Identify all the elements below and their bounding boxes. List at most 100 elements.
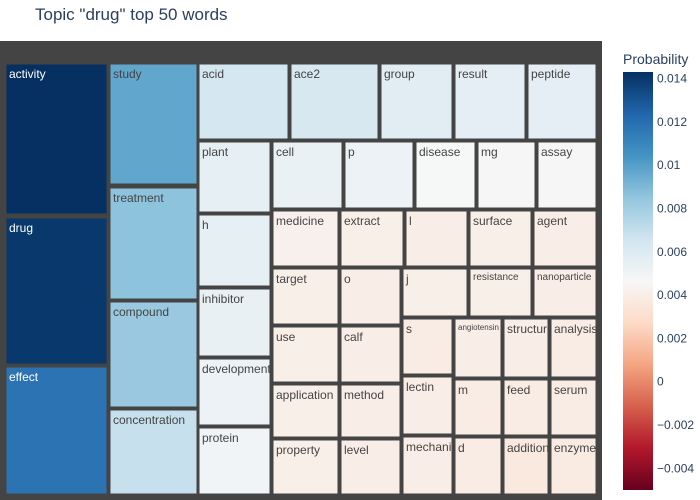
- treemap-cell-label: extract: [344, 214, 381, 228]
- treemap-cell-label: plant: [202, 145, 229, 159]
- treemap-cell-result[interactable]: [454, 63, 526, 140]
- treemap-cell-level[interactable]: [340, 439, 401, 495]
- treemap-cell-mg[interactable]: [477, 141, 536, 209]
- treemap-cell-label: nanoparticle: [537, 272, 592, 283]
- treemap-cell-l[interactable]: [405, 210, 468, 267]
- treemap-cell-label: drug: [9, 221, 33, 235]
- treemap-cell-p[interactable]: [344, 141, 414, 209]
- treemap-cell-label: assay: [541, 145, 572, 159]
- colorbar-tick-label: 0.006: [657, 245, 687, 259]
- treemap-cell-concentration[interactable]: [109, 409, 198, 495]
- treemap-cell-label: s: [406, 322, 412, 336]
- treemap-cell-label: level: [344, 443, 369, 457]
- treemap-cell-cell[interactable]: [272, 141, 343, 209]
- treemap-cell-label: ace2: [294, 67, 320, 81]
- treemap-cell-serum[interactable]: [550, 379, 597, 436]
- treemap-cell-nanoparticle[interactable]: [533, 268, 597, 317]
- treemap-cell-label: p: [348, 145, 355, 159]
- treemap-cell-peptide[interactable]: [527, 63, 597, 140]
- treemap-cell-assay[interactable]: [537, 141, 597, 209]
- treemap-cell-feed[interactable]: [503, 379, 549, 436]
- treemap-cell-label: angiotensin: [458, 323, 499, 332]
- treemap-cell-label: structure: [507, 322, 554, 336]
- treemap-cell-effect[interactable]: [5, 366, 108, 495]
- treemap-cell-activity[interactable]: [5, 63, 108, 215]
- treemap-cell-enzyme[interactable]: [550, 437, 597, 495]
- treemap-cell-j[interactable]: [402, 268, 468, 317]
- treemap-cell-extract[interactable]: [340, 210, 404, 267]
- treemap-cell-label: serum: [554, 383, 587, 397]
- treemap-cell-label: lectin: [406, 380, 434, 394]
- treemap-cell-label: l: [409, 214, 412, 228]
- treemap-cell-label: peptide: [531, 67, 571, 81]
- colorbar-tick-label: 0.004: [657, 288, 687, 302]
- treemap-cell-label: h: [202, 218, 209, 232]
- colorbar-tick-label: 0.014: [657, 71, 687, 85]
- treemap-cell-label: result: [458, 67, 488, 81]
- treemap-cell-development[interactable]: [198, 358, 271, 426]
- treemap-cell-addition[interactable]: [503, 437, 549, 495]
- colorbar-title: Probability: [623, 51, 688, 67]
- treemap-cell-application[interactable]: [272, 384, 339, 438]
- treemap-cell-angiotensin[interactable]: [454, 318, 502, 378]
- treemap-cell-label: o: [344, 272, 351, 286]
- colorbar-tick-label: 0.002: [657, 331, 687, 345]
- treemap-cell-disease[interactable]: [415, 141, 476, 209]
- treemap-cell-calf[interactable]: [340, 326, 401, 383]
- treemap-cell-property[interactable]: [272, 439, 339, 495]
- treemap-cell-mechanism[interactable]: [402, 436, 453, 495]
- treemap-cell-label: disease: [419, 145, 461, 159]
- treemap-cell-label: acid: [202, 67, 224, 81]
- treemap-cell-o[interactable]: [340, 268, 401, 325]
- treemap-cell-label: application: [276, 388, 333, 402]
- treemap-cell-label: agent: [537, 214, 568, 228]
- treemap-cell-label: concentration: [113, 413, 185, 427]
- treemap-cell-label: mg: [481, 145, 498, 159]
- treemap-cell-label: cell: [276, 145, 294, 159]
- treemap-cell-use[interactable]: [272, 326, 339, 383]
- treemap-cell-label: j: [405, 272, 409, 286]
- treemap-cell-label: effect: [9, 370, 39, 384]
- treemap-cell-target[interactable]: [272, 268, 339, 325]
- treemap-cell-protein[interactable]: [198, 427, 271, 495]
- treemap-cell-label: enzyme: [554, 441, 596, 455]
- treemap-cell-drug[interactable]: [5, 217, 108, 365]
- treemap-cell-study[interactable]: [109, 63, 198, 185]
- treemap-cell-label: method: [344, 388, 384, 402]
- treemap-cell-label: surface: [473, 214, 513, 228]
- colorbar-tick-label: 0: [657, 375, 664, 389]
- treemap-cell-label: activity: [9, 67, 46, 81]
- treemap-cell-acid[interactable]: [198, 63, 289, 140]
- treemap-cell-analysis[interactable]: [550, 318, 597, 378]
- colorbar: [623, 72, 653, 490]
- treemap-cell-label: treatment: [113, 191, 164, 205]
- treemap-cell-lectin[interactable]: [402, 376, 453, 435]
- treemap-cell-treatment[interactable]: [109, 187, 198, 300]
- treemap-cell-label: protein: [202, 431, 239, 445]
- treemap-cell-label: group: [384, 67, 415, 81]
- treemap-cell-compound[interactable]: [109, 301, 198, 408]
- colorbar-tick-label: −0.004: [657, 461, 694, 475]
- treemap-cell-label: calf: [344, 330, 363, 344]
- treemap-cell-d[interactable]: [454, 437, 502, 495]
- colorbar-tick-label: −0.002: [657, 418, 694, 432]
- treemap-cell-m[interactable]: [454, 379, 502, 436]
- treemap-cell-surface[interactable]: [469, 210, 532, 267]
- treemap-cell-label: addition: [507, 441, 549, 455]
- treemap-cells: activity drug effect study treatment compound…: [5, 63, 597, 495]
- treemap-cell-structure[interactable]: [503, 318, 549, 378]
- treemap-cell-ace2[interactable]: [290, 63, 379, 140]
- treemap-cell-h[interactable]: [198, 214, 271, 287]
- treemap-cell-label: m: [458, 383, 468, 397]
- treemap-cell-label: analysis: [554, 322, 597, 336]
- treemap-cell-medicine[interactable]: [272, 210, 339, 267]
- treemap-cell-s[interactable]: [402, 318, 453, 375]
- treemap-cell-plant[interactable]: [198, 141, 271, 213]
- treemap-cell-group[interactable]: [380, 63, 453, 140]
- treemap-cell-resistance[interactable]: [469, 268, 532, 317]
- treemap-cell-agent[interactable]: [533, 210, 597, 267]
- treemap-cell-inhibitor[interactable]: [198, 288, 271, 357]
- colorbar-tick-label: 0.012: [657, 115, 687, 129]
- treemap-cell-method[interactable]: [340, 384, 401, 438]
